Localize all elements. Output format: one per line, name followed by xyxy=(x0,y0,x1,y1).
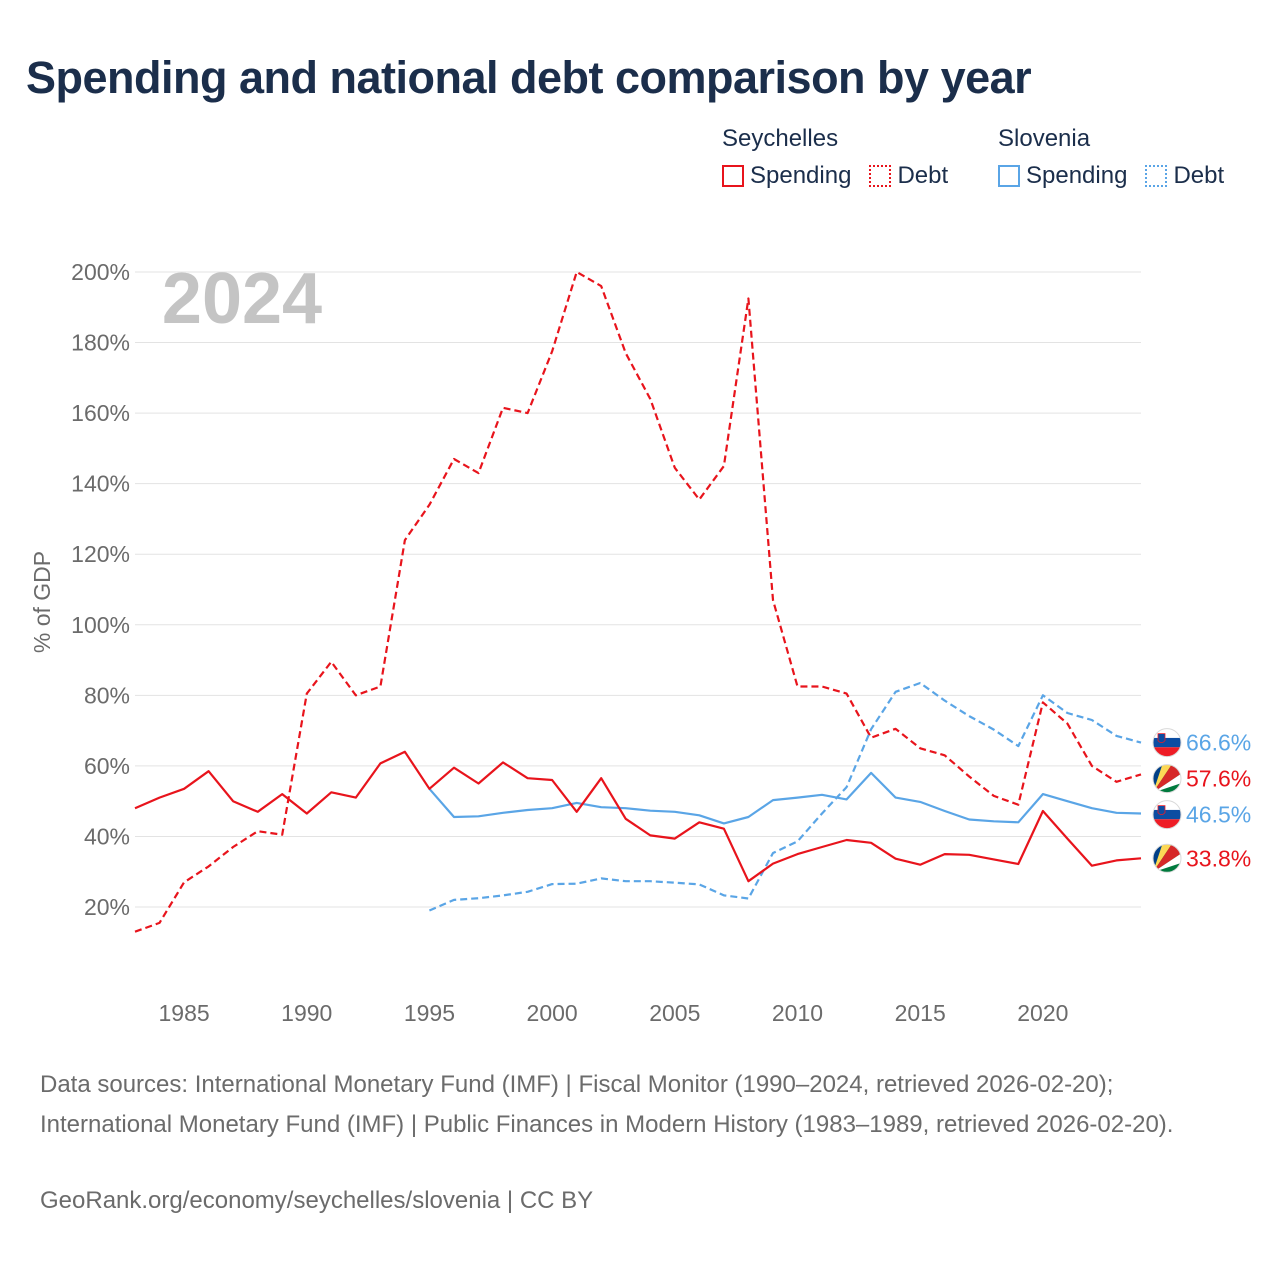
series-line-seychelles-debt xyxy=(134,270,1142,933)
source-note: Data sources: International Monetary Fun… xyxy=(40,1071,1174,1138)
legend-label: Debt xyxy=(1173,162,1225,189)
x-axis-ticks: 1985 1990 1995 2000 2005 2010 2015 2020 xyxy=(158,1000,1068,1026)
x-tick-label: 1990 xyxy=(281,1000,332,1026)
grid-lines xyxy=(135,271,1141,908)
y-tick-label: 60% xyxy=(84,753,130,779)
year-watermark: 2024 xyxy=(162,259,322,339)
solid-swatch-icon xyxy=(722,165,744,187)
y-axis-label: % of GDP xyxy=(29,551,55,653)
series-lines xyxy=(134,270,1142,933)
x-tick-label: 1995 xyxy=(404,1000,455,1026)
x-tick-label: 2005 xyxy=(649,1000,700,1026)
series-line-slovenia-spending xyxy=(428,771,1142,825)
end-value-label: 46.5% xyxy=(1186,802,1251,828)
y-axis-ticks: 20% 40% 60% 80% 100% 120% 140% 160% 180% 200% xyxy=(71,259,130,920)
y-tick-label: 200% xyxy=(71,259,130,285)
y-tick-label: 80% xyxy=(84,682,130,708)
y-tick-label: 100% xyxy=(71,612,130,638)
series-end-markers: 66.6% 57.6% 46.5% 33.8% xyxy=(1152,728,1251,873)
x-tick-label: 2020 xyxy=(1017,1000,1068,1026)
legend-item-slovenia-spending[interactable]: Spending xyxy=(998,162,1127,190)
x-tick-label: 2000 xyxy=(527,1000,578,1026)
x-tick-label: 2015 xyxy=(895,1000,946,1026)
legend-item-seychelles-debt[interactable]: Debt xyxy=(869,162,948,190)
y-tick-label: 160% xyxy=(71,400,130,426)
x-tick-label: 1985 xyxy=(158,1000,209,1026)
end-value-label: 33.8% xyxy=(1186,845,1251,871)
legend-label: Debt xyxy=(897,162,949,189)
attribution-link[interactable]: GeoRank.org/economy/seychelles/slovenia … xyxy=(40,1187,594,1214)
chart-title: Spending and national debt comparison by… xyxy=(26,52,1032,103)
seychelles-flag-icon xyxy=(1152,843,1182,873)
dotted-swatch-icon xyxy=(1145,165,1168,187)
legend-label: Spending xyxy=(1026,162,1128,189)
legend-country-seychelles: Seychelles xyxy=(722,125,839,152)
legend-item-seychelles-spending[interactable]: Spending xyxy=(722,162,851,190)
legend-slovenia: Slovenia Spending Debt xyxy=(998,122,1224,190)
seychelles-flag-icon xyxy=(1152,764,1182,794)
legend-item-slovenia-debt[interactable]: Debt xyxy=(1145,162,1224,190)
y-tick-label: 20% xyxy=(84,894,130,920)
series-line-slovenia-debt xyxy=(428,681,1142,912)
x-tick-label: 2010 xyxy=(772,1000,823,1026)
y-tick-label: 120% xyxy=(71,541,130,567)
y-tick-label: 40% xyxy=(84,823,130,849)
y-tick-label: 180% xyxy=(71,330,130,356)
legend-label: Spending xyxy=(750,162,852,189)
end-value-label: 66.6% xyxy=(1186,730,1251,756)
end-value-label: 57.6% xyxy=(1186,766,1251,792)
slovenia-flag-icon xyxy=(1152,728,1182,758)
series-line-seychelles-spending xyxy=(134,750,1142,883)
legend-country-slovenia: Slovenia xyxy=(998,125,1091,152)
y-tick-label: 140% xyxy=(71,471,130,497)
legend-seychelles: Seychelles Spending Debt xyxy=(722,122,948,190)
chart-plot: 2024 20% 40% 60% 80% 100% 120% 140% 160% 180% 200… xyxy=(29,259,1251,1026)
solid-swatch-icon xyxy=(998,165,1020,187)
dotted-swatch-icon xyxy=(869,165,892,187)
slovenia-flag-icon xyxy=(1152,800,1182,830)
